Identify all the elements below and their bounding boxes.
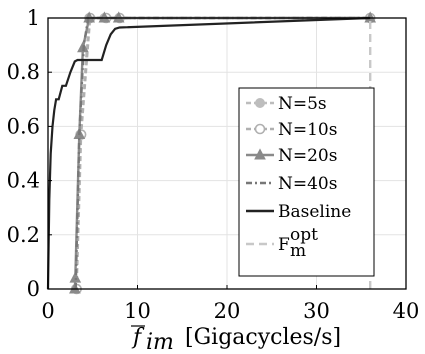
y-tick-label: 0.4 <box>7 169 40 193</box>
legend-label-superscript: opt <box>290 225 318 245</box>
data-point <box>69 271 82 283</box>
legend-entry: Baseline <box>246 202 351 222</box>
series-4 <box>46 16 371 290</box>
legend-label: Baseline <box>278 202 351 222</box>
series-line <box>75 16 371 290</box>
x-tick-label: 20 <box>214 299 241 323</box>
x-axis-symbol: f <box>131 325 145 350</box>
legend-entry: N=5s <box>246 94 327 114</box>
data-point <box>83 11 95 23</box>
x-axis-unit: [Gigacycles/s] <box>185 325 341 350</box>
x-tick-label: 40 <box>393 299 420 323</box>
legend-label-subscript: m <box>290 241 306 261</box>
legend-entry: N=20s <box>246 146 337 166</box>
legend-label: N=10s <box>278 120 337 140</box>
legend-marker <box>254 123 266 135</box>
legend-entry: N=40s <box>246 174 337 194</box>
x-tick-label: 0 <box>41 299 54 323</box>
legend-label: N=5s <box>278 94 327 114</box>
y-tick-label: 0.2 <box>7 223 40 247</box>
y-tick-label: 0.6 <box>7 114 40 138</box>
series-line <box>46 16 371 290</box>
legend-marker <box>255 98 265 108</box>
x-axis-label: f im [Gigacycles/s] <box>131 325 341 354</box>
y-tick-label: 1 <box>27 6 40 30</box>
legend-label: N=20s <box>278 146 337 166</box>
legend-label: F <box>278 235 290 255</box>
legend-label: N=40s <box>278 174 337 194</box>
legend-entry: N=10s <box>246 120 337 140</box>
y-tick-label: 0.8 <box>7 60 40 84</box>
x-tick-label: 30 <box>303 299 330 323</box>
x-axis-subscript: im <box>146 330 174 354</box>
axis-ticks: 0 10 20 30 40 0 0.2 0.4 0.6 0.8 1 <box>7 6 420 323</box>
legend-marker <box>254 148 266 160</box>
x-tick-label: 10 <box>124 299 151 323</box>
y-tick-label: 0 <box>27 277 40 301</box>
